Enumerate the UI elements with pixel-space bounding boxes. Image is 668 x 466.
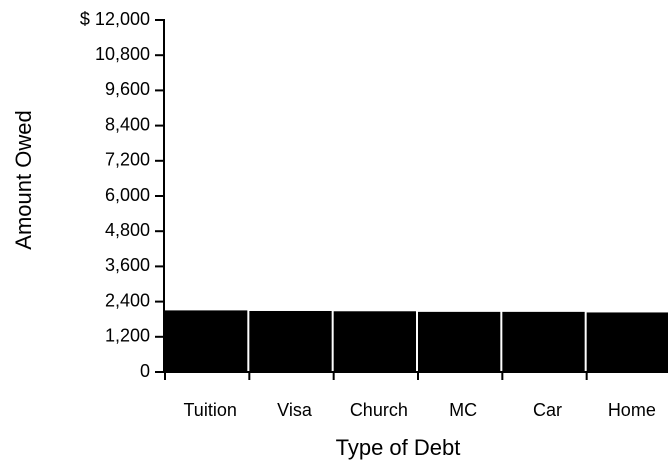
y-tick-label: 9,600 — [105, 79, 150, 99]
y-tick-label: 3,600 — [105, 255, 150, 275]
y-tick-label: 2,400 — [105, 290, 150, 310]
bar — [502, 311, 585, 372]
y-tick-label: $ 12,000 — [80, 9, 150, 29]
y-tick-label: 1,200 — [105, 326, 150, 346]
y-tick-label: 4,800 — [105, 220, 150, 240]
bar — [165, 310, 248, 372]
x-axis-label: Type of Debt — [336, 435, 461, 460]
x-tick-label: Tuition — [183, 400, 236, 420]
y-tick-label: 10,800 — [95, 44, 150, 64]
x-tick-label: Car — [533, 400, 562, 420]
x-tick-label: MC — [449, 400, 477, 420]
x-tick-label: Church — [350, 400, 408, 420]
y-axis-label: Amount Owed — [11, 110, 36, 249]
x-tick-label: Visa — [277, 400, 313, 420]
y-tick-label: 7,200 — [105, 150, 150, 170]
bar — [586, 312, 668, 372]
y-tick-label: 8,400 — [105, 114, 150, 134]
bar — [333, 311, 416, 372]
y-tick-label: 6,000 — [105, 185, 150, 205]
y-tick-label: 0 — [140, 361, 150, 381]
bar — [418, 311, 501, 372]
bar — [249, 310, 332, 372]
x-tick-label: Home — [608, 400, 656, 420]
